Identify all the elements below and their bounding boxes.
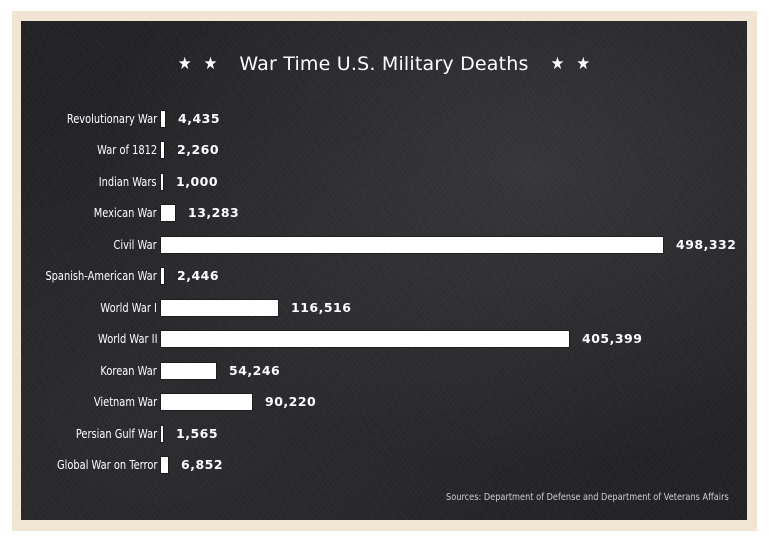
bar-rows: Revolutionary War 4,435 War of 1812 2,260 … (21, 21, 747, 520)
value-label: 1,565 (176, 425, 219, 441)
bar-row: War of 1812 2,260 (21, 140, 747, 160)
bar (161, 236, 663, 253)
value-label: 6,852 (181, 456, 224, 472)
bar-row: Civil War 498,332 (21, 235, 747, 255)
title-row: ★ ★ War Time U.S. Military Deaths ★ ★ (21, 51, 747, 77)
value-label: 405,399 (582, 331, 643, 347)
category-label: Indian Wars (99, 174, 157, 189)
value-label: 1,000 (176, 173, 219, 189)
value-label: 2,446 (177, 268, 220, 284)
bar (161, 173, 163, 190)
bar (161, 205, 175, 222)
category-label: Mexican War (94, 206, 157, 221)
bar (161, 142, 164, 159)
bar-row: Vietnam War 90,220 (21, 392, 747, 412)
source-note: Sources: Department of Defense and Depar… (446, 492, 729, 503)
value-label: 498,332 (676, 236, 737, 252)
bar-row: Indian Wars 1,000 (21, 172, 747, 192)
value-label: 54,246 (229, 362, 281, 378)
bar-row: Korean War 54,246 (21, 361, 747, 381)
bar (161, 111, 165, 127)
value-label: 116,516 (291, 299, 352, 315)
category-label: Revolutionary War (66, 112, 157, 126)
star-icon: ★ (550, 53, 565, 74)
category-label: Persian Gulf War (75, 426, 157, 441)
chart-frame: ★ ★ War Time U.S. Military Deaths ★ ★ Re… (12, 11, 757, 531)
category-label: Vietnam War (93, 395, 157, 410)
star-icon: ★ (177, 53, 192, 74)
bar-row: World War I 116,516 (21, 298, 747, 318)
value-label: 90,220 (265, 394, 317, 410)
chart-title: War Time U.S. Military Deaths (239, 53, 529, 75)
bar (161, 425, 163, 442)
bar (161, 362, 216, 379)
value-label: 2,260 (177, 142, 220, 158)
chalkboard-panel: ★ ★ War Time U.S. Military Deaths ★ ★ Re… (21, 21, 747, 520)
category-label: Spanish-American War (45, 269, 157, 284)
category-label: World War II (97, 332, 157, 347)
bar-row: Mexican War 13,283 (21, 203, 747, 223)
bar-row: Global War on Terror 6,852 (21, 455, 747, 475)
category-label: Civil War (113, 237, 157, 252)
bar-row: Persian Gulf War 1,565 (21, 424, 747, 444)
bar-row: Revolutionary War 4,435 (21, 109, 747, 129)
bar (161, 268, 164, 285)
star-icon: ★ (203, 53, 218, 74)
category-label: Global War on Terror (56, 457, 157, 472)
category-label: Korean War (100, 363, 157, 378)
category-label: War of 1812 (97, 143, 157, 158)
bar-row: Spanish-American War 2,446 (21, 266, 747, 286)
bar (161, 456, 168, 473)
bar (161, 331, 569, 348)
bar (161, 299, 278, 316)
value-label: 13,283 (188, 205, 240, 221)
category-label: World War I (100, 300, 157, 315)
value-label: 4,435 (178, 111, 221, 126)
bar-row: World War II 405,399 (21, 329, 747, 349)
star-icon: ★ (576, 53, 591, 74)
bar (161, 394, 252, 411)
